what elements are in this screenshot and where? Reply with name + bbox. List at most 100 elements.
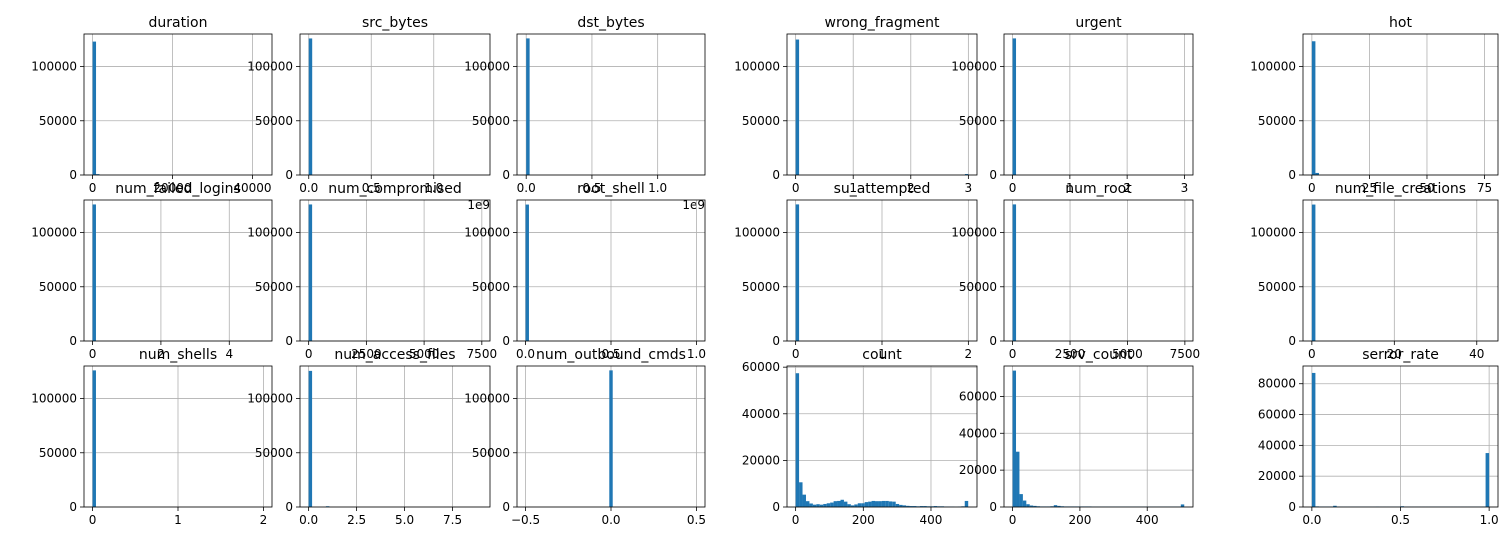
x-tick-label: 0.5 (687, 513, 706, 527)
histogram-panel-urgent: 0 1 2 3 0 50000 100000 urgent (951, 15, 1194, 195)
y-tick-label: 0 (502, 334, 510, 348)
x-tick-label: 0.5 (601, 347, 620, 361)
histogram-bar (1016, 451, 1020, 507)
x-tick-label: 4 (225, 347, 233, 361)
histogram-panel-num-compromised: 0 2500 5000 7500 0 50000 100000 num_compromised (247, 181, 497, 361)
histogram-bar (833, 501, 838, 507)
histogram-bar (308, 38, 313, 175)
axes-frame (299, 33, 491, 176)
panel-title: num_access_files (334, 347, 455, 363)
axes-frame (299, 365, 491, 508)
axes-frame (786, 33, 978, 176)
histogram-bar (964, 500, 969, 507)
x-tick-label: 2 (157, 347, 165, 361)
histogram-bar (875, 501, 879, 507)
y-tick-label: 0 (285, 334, 293, 348)
y-tick-label: 0 (989, 500, 997, 514)
axes-frame (83, 33, 273, 176)
histogram-bar (819, 504, 824, 507)
y-tick-label: 0 (1288, 500, 1296, 514)
histogram-bar (919, 506, 924, 507)
y-tick-label: 100000 (31, 226, 77, 240)
x-tick-label: 0 (792, 347, 800, 361)
y-tick-label: 50000 (472, 114, 510, 128)
x-tick-label: 0 (305, 347, 313, 361)
x-tick-label: 1.0 (648, 181, 667, 195)
x-tick-label: 3 (965, 181, 973, 195)
histogram-bar (308, 204, 313, 341)
y-tick-label: 100000 (1250, 226, 1296, 240)
y-tick-label: 0 (502, 168, 510, 182)
x-tick-label: 75 (1477, 181, 1492, 195)
x-tick-label: 2500 (1055, 347, 1086, 361)
histogram-bar (1180, 504, 1185, 507)
histogram-bar (895, 503, 900, 507)
panel-title: num_outbound_cmds (536, 347, 686, 363)
x-tick-label: 0 (1308, 347, 1316, 361)
panel-title: serror_rate (1362, 347, 1439, 363)
y-tick-label: 0 (69, 168, 77, 182)
panel-title: src_bytes (362, 15, 428, 31)
x-offset-label: 1e9 (467, 198, 490, 212)
y-tick-label: 60000 (1258, 408, 1296, 422)
x-tick-label: 2 (1123, 181, 1131, 195)
histogram-panel-srv-count: 0 200 400 0 20000 40000 60000 srv_count (959, 347, 1194, 527)
histogram-bar (1333, 505, 1337, 507)
y-tick-label: 40000 (959, 426, 997, 440)
x-tick-label: 1 (174, 513, 182, 527)
histogram-bar (902, 505, 907, 507)
histogram-bar (888, 501, 893, 507)
histogram-bar (1019, 494, 1023, 507)
histogram-bar (1485, 453, 1490, 507)
histogram-bar (795, 39, 800, 175)
histogram-bar (805, 501, 810, 507)
histogram-bar (837, 500, 841, 507)
y-tick-label: 100000 (247, 226, 293, 240)
x-tick-label: 0.0 (299, 513, 318, 527)
y-tick-label: 0 (772, 334, 780, 348)
histogram-bar (1012, 370, 1017, 507)
histogram-bar (795, 373, 800, 507)
histogram-bar (609, 370, 613, 507)
y-tick-label: 100000 (464, 60, 510, 74)
histogram-bar (885, 500, 889, 507)
x-tick-label: 7.5 (443, 513, 462, 527)
x-tick-label: 200 (852, 513, 875, 527)
x-tick-label: 2 (260, 513, 268, 527)
axes-frame (83, 199, 273, 342)
x-tick-label: 50 (1419, 181, 1434, 195)
x-tick-label: 0.0 (1302, 513, 1321, 527)
histogram-bar (96, 174, 100, 175)
x-tick-label: 5000 (409, 347, 440, 361)
histogram-bar (816, 504, 820, 507)
x-tick-label: 2.5 (347, 513, 366, 527)
x-tick-label: 5000 (1112, 347, 1143, 361)
histogram-bar (861, 503, 865, 507)
histogram-bar (812, 504, 817, 507)
histogram-bar (840, 499, 844, 507)
x-tick-label: 0.0 (601, 513, 620, 527)
y-tick-label: 50000 (39, 446, 77, 460)
histogram-bar (1022, 500, 1027, 507)
x-tick-label: 0 (89, 513, 97, 527)
histogram-bar (1012, 204, 1017, 341)
histogram-bar (857, 503, 862, 507)
panel-title: duration (149, 15, 208, 31)
axes-frame (1003, 199, 1194, 342)
histogram-bar (892, 501, 896, 507)
y-tick-label: 50000 (255, 446, 293, 460)
y-tick-label: 0 (1288, 334, 1296, 348)
x-tick-label: 20000 (153, 181, 191, 195)
x-tick-label: 0.5 (362, 181, 381, 195)
y-tick-label: 60000 (742, 360, 780, 374)
x-tick-label: 7500 (1170, 347, 1201, 361)
panel-title: su_attempted (834, 181, 931, 197)
x-tick-label: 400 (1136, 513, 1159, 527)
y-tick-label: 50000 (742, 280, 780, 294)
histogram-bar (1029, 505, 1034, 507)
y-tick-label: 100000 (734, 60, 780, 74)
axes-frame (1302, 199, 1499, 342)
histogram-panel-num-file-creations: 0 20 40 0 50000 100000 num_file_creations (1250, 181, 1499, 361)
